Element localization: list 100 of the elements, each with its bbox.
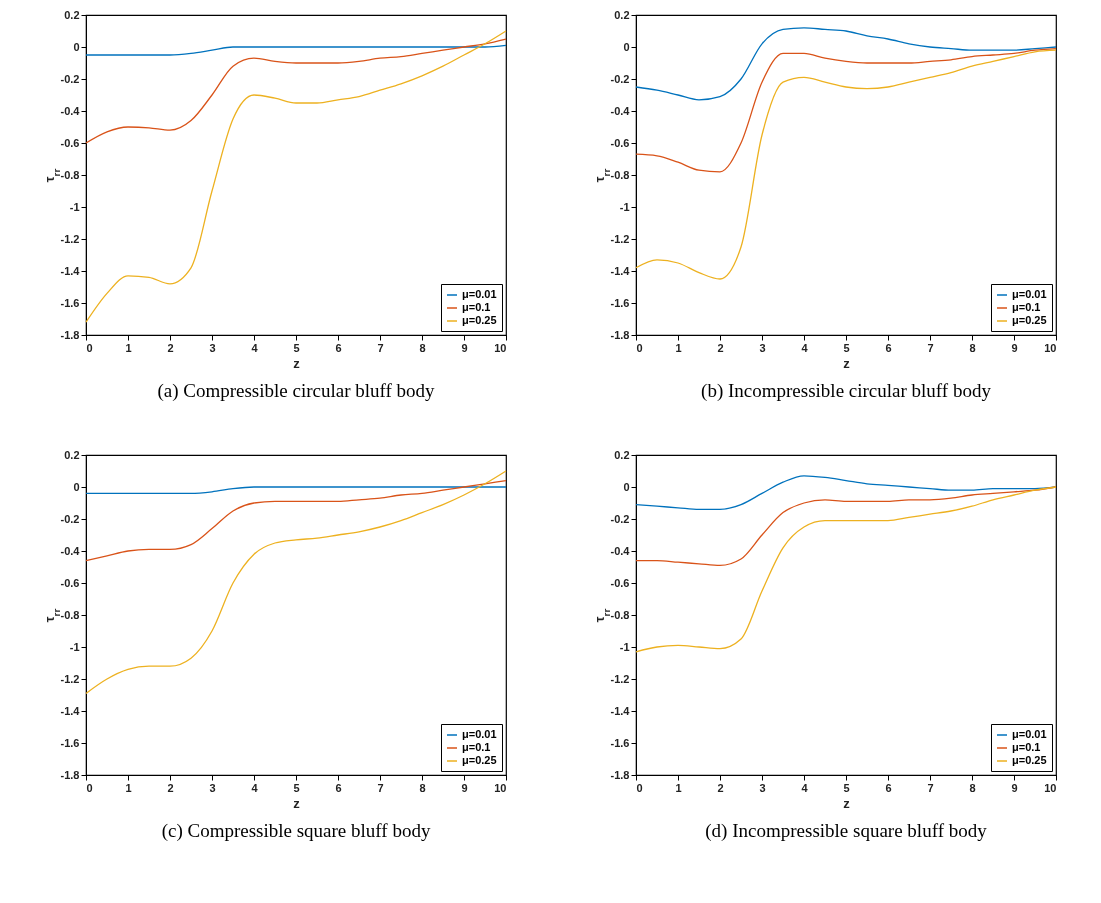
y-tick-label: -0.4	[60, 104, 81, 117]
y-tick-label: 0	[73, 40, 80, 53]
y-tick-label: -0.6	[60, 136, 80, 149]
line-series	[635, 49, 1057, 280]
y-tick-label: -0.2	[610, 512, 630, 525]
y-tick-label: -1.2	[610, 672, 630, 685]
x-tick-label: 8	[969, 341, 976, 354]
line-series	[85, 470, 507, 695]
x-axis-title: z	[843, 795, 851, 811]
y-tick-label: -1.4	[60, 264, 81, 277]
x-tick-label: 10	[1044, 781, 1057, 794]
line-series	[85, 38, 507, 144]
legend-label: μ=0.25	[1012, 314, 1047, 326]
y-tick-label: -1.8	[60, 328, 80, 341]
x-tick-label: 4	[801, 781, 809, 794]
y-tick-label: -0.4	[610, 544, 631, 557]
x-tick-label: 2	[717, 341, 724, 354]
x-tick-label: 0	[636, 341, 643, 354]
line-series	[85, 44, 507, 56]
legend-label: μ=0.25	[462, 754, 497, 766]
x-tick-label: 5	[293, 341, 300, 354]
x-tick-label: 6	[335, 341, 342, 354]
y-tick-label: 0.2	[614, 448, 630, 461]
y-tick-label: -1.4	[610, 264, 631, 277]
line-series	[635, 475, 1057, 511]
legend-label: μ=0.1	[1012, 301, 1041, 313]
y-tick-label: -1.6	[60, 736, 80, 749]
y-tick-label: -1	[69, 200, 80, 213]
x-tick-label: 7	[377, 341, 384, 354]
x-axis-title: z	[843, 355, 851, 371]
x-tick-label: 4	[251, 341, 259, 354]
x-tick-label: 0	[86, 781, 93, 794]
text: (b) Incompressible circular bluff body	[701, 380, 992, 402]
y-tick-label: 0.2	[614, 8, 630, 21]
text: (d) Incompressible square bluff body	[705, 820, 988, 842]
y-tick-label: -1.8	[610, 328, 630, 341]
y-tick-label: -1.6	[610, 296, 630, 309]
x-tick-label: 2	[717, 781, 724, 794]
line-series	[85, 479, 507, 562]
y-tick-label: -1	[619, 200, 630, 213]
legend-label: μ=0.1	[1012, 741, 1041, 753]
y-tick-label: 0.2	[64, 8, 80, 21]
y-tick-label: -0.2	[60, 72, 80, 85]
legend-label: μ=0.01	[1012, 728, 1047, 740]
y-tick-label: -0.6	[610, 576, 630, 589]
x-tick-label: 9	[461, 341, 468, 354]
legend-label: μ=0.25	[1012, 754, 1047, 766]
y-tick-label: -1	[69, 640, 80, 653]
x-tick-label: 5	[843, 341, 850, 354]
y-tick-label: -0.2	[610, 72, 630, 85]
x-tick-label: 10	[494, 341, 507, 354]
x-tick-label: 2	[167, 781, 174, 794]
y-tick-label: -1.8	[610, 768, 630, 781]
y-tick-label: -0.6	[60, 576, 80, 589]
y-tick-label: -1.8	[60, 768, 80, 781]
y-tick-label: -0.8	[60, 168, 80, 181]
x-tick-label: 3	[209, 341, 216, 354]
x-tick-label: 5	[293, 781, 300, 794]
y-tick-label: -1	[619, 640, 630, 653]
x-tick-label: 4	[801, 341, 809, 354]
legend-label: μ=0.01	[462, 728, 497, 740]
y-tick-label: -1.2	[60, 232, 80, 245]
x-axis-title: z	[293, 795, 301, 811]
x-tick-label: 9	[1011, 781, 1018, 794]
x-tick-label: 3	[759, 781, 766, 794]
x-tick-label: 8	[419, 781, 426, 794]
x-tick-label: 2	[167, 341, 174, 354]
legend-label: μ=0.01	[1012, 288, 1047, 300]
x-tick-label: 3	[759, 341, 766, 354]
x-tick-label: 1	[125, 781, 132, 794]
x-tick-label: 1	[125, 341, 132, 354]
x-tick-label: 7	[927, 341, 934, 354]
x-tick-label: 6	[885, 341, 892, 354]
legend-label: μ=0.25	[462, 314, 497, 326]
line-series	[85, 486, 507, 495]
x-tick-label: 3	[209, 781, 216, 794]
x-tick-label: 6	[885, 781, 892, 794]
x-tick-label: 9	[461, 781, 468, 794]
y-tick-label: -1.6	[610, 736, 630, 749]
y-tick-label: -1.6	[60, 296, 80, 309]
line-series	[635, 486, 1057, 653]
x-axis-title: z	[293, 355, 301, 371]
y-tick-label: -0.4	[610, 104, 631, 117]
x-tick-label: 6	[335, 781, 342, 794]
y-tick-label: -0.2	[60, 512, 80, 525]
x-tick-label: 7	[377, 781, 384, 794]
legend-label: μ=0.1	[462, 741, 491, 753]
x-tick-label: 1	[675, 341, 682, 354]
x-tick-label: 9	[1011, 341, 1018, 354]
y-tick-label: -0.8	[60, 608, 80, 621]
line-series	[635, 27, 1057, 101]
y-tick-label: 0	[73, 480, 80, 493]
y-tick-label: -0.4	[60, 544, 81, 557]
x-tick-label: 8	[419, 341, 426, 354]
y-tick-label: 0	[623, 480, 630, 493]
x-tick-label: 1	[675, 781, 682, 794]
x-tick-label: 7	[927, 781, 934, 794]
y-tick-label: -1.2	[610, 232, 630, 245]
y-tick-label: -0.8	[610, 168, 630, 181]
x-tick-label: 4	[251, 781, 259, 794]
